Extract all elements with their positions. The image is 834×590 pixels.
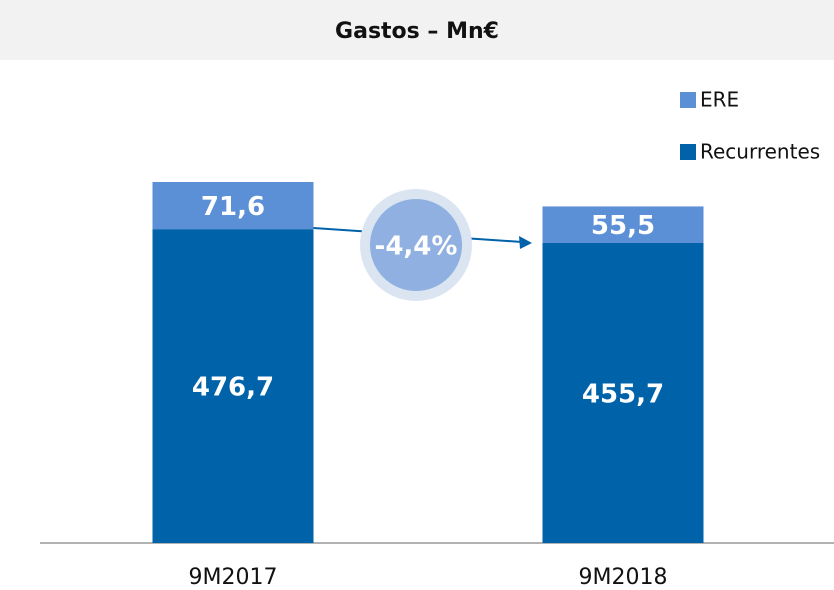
title-band xyxy=(0,0,834,60)
bar-segment xyxy=(152,182,314,230)
value-label: 476,7 xyxy=(192,373,274,403)
annotation: -4,4% xyxy=(375,232,458,262)
legend-label: Recurrentes xyxy=(700,140,820,164)
arrow-head xyxy=(519,236,532,249)
value-label: 71,6 xyxy=(201,192,265,222)
bar-segment xyxy=(542,206,704,243)
value-label: 455,7 xyxy=(582,379,664,409)
bar-segment xyxy=(152,229,314,543)
legend-swatch xyxy=(680,92,696,108)
bar-segment xyxy=(542,242,704,543)
chart-title: Gastos – Mn€ xyxy=(335,19,499,44)
legend-label: ERE xyxy=(700,88,739,112)
x-tick-label: 9M2017 xyxy=(189,565,278,590)
value-label: 55,5 xyxy=(591,211,655,241)
x-tick-label: 9M2018 xyxy=(579,565,668,590)
bubble-inner xyxy=(370,199,462,291)
legend-swatch xyxy=(680,144,696,160)
